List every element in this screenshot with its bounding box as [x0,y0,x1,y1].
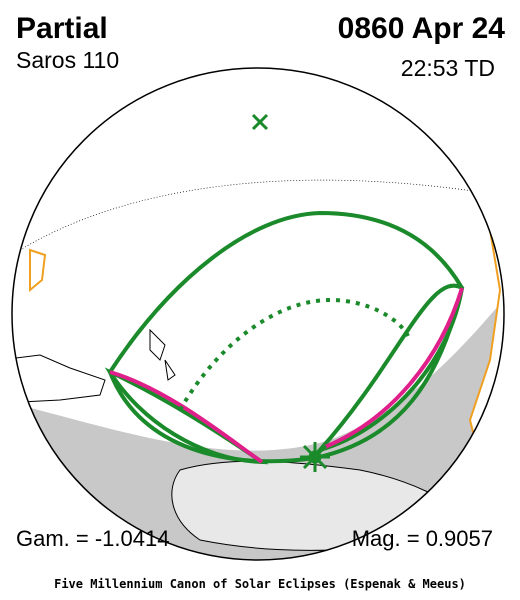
time: 22:53 TD [401,55,495,81]
gamma: Gam. = -1.0414 [16,526,169,551]
rise-set-curve [109,287,464,464]
globe-outline [11,67,505,561]
greatest-eclipse-marker [300,442,330,472]
asia-coast [29,248,47,293]
saros: Saros 110 [16,47,119,73]
magnitude: Mag. = 0.9057 [352,526,493,551]
australia [12,354,106,405]
title: Partial [16,12,108,45]
new-zealand [149,328,176,381]
date: 0860 Apr 24 [338,12,506,45]
credit: Five Millennium Canon of Solar Eclipses … [54,577,466,591]
subsolar-marker [251,113,269,131]
